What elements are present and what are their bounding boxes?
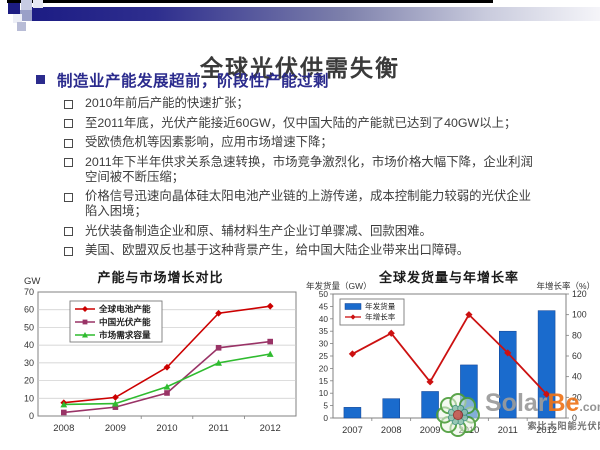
svg-text:2012: 2012	[536, 425, 557, 435]
filled-square-bullet-icon	[36, 75, 45, 84]
header-gradient-bar	[30, 7, 600, 21]
svg-text:年发货量: 年发货量	[365, 301, 396, 311]
hollow-square-bullet-icon	[64, 119, 73, 128]
hollow-square-bullet-icon	[64, 246, 73, 256]
svg-text:80: 80	[572, 330, 582, 340]
sub-bullet-item: 光伏装备制造企业和原、辅材料生产企业订单骤减、回款困难。	[64, 224, 544, 239]
svg-text:全球电池产能: 全球电池产能	[98, 303, 151, 314]
svg-text:20: 20	[319, 363, 329, 373]
svg-text:2011: 2011	[498, 425, 518, 435]
sub-bullet-text: 2011年下半年供求关系急速转换，市场竞争激烈化，市场价格大幅下降，企业利润空间…	[85, 154, 533, 184]
sub-bullet-item: 2011年下半年供求关系急速转换，市场竞争激烈化，市场价格大幅下降，企业利润空间…	[64, 155, 544, 185]
hollow-square-bullet-icon	[64, 192, 73, 202]
right-axis-label: 年增长率（%）	[536, 281, 595, 291]
deco-square-icon	[33, 0, 43, 8]
svg-text:市场需求容量: 市场需求容量	[99, 329, 151, 340]
svg-text:10: 10	[24, 393, 34, 403]
brand-solar-text: Solar	[485, 389, 548, 417]
svg-text:20: 20	[572, 392, 582, 402]
slide-title: 全球光伏供需失衡	[200, 55, 400, 82]
svg-text:10: 10	[319, 388, 329, 398]
sub-bullet-item: 至2011年底，光伏产能接近60GW，仅中国大陆的产能就已达到了40GW以上；	[64, 116, 544, 131]
deco-square-icon	[8, 3, 20, 14]
svg-text:60: 60	[572, 351, 582, 361]
sub-bullet-text: 至2011年底，光伏产能接近60GW，仅中国大陆的产能就已达到了40GW以上；	[85, 115, 517, 130]
svg-text:60: 60	[24, 305, 34, 315]
svg-text:2009: 2009	[420, 425, 441, 435]
sub-bullet-item: 2010年前后产能的快速扩张；	[64, 96, 544, 111]
svg-text:50: 50	[24, 322, 34, 332]
svg-text:2007: 2007	[342, 425, 363, 435]
sub-bullet-list: 2010年前后产能的快速扩张； 至2011年底，光伏产能接近60GW，仅中国大陆…	[64, 96, 544, 263]
brand-com-text: .com	[579, 400, 600, 414]
sub-bullet-item: 美国、欧盟双反也基于这种背景产生，给中国大陆企业带来出口障碍。	[64, 243, 544, 258]
svg-text:25: 25	[319, 351, 329, 361]
hollow-square-bullet-icon	[64, 227, 73, 236]
hollow-square-bullet-icon	[64, 158, 73, 167]
svg-text:0: 0	[572, 413, 577, 423]
deco-square-icon	[13, 14, 22, 23]
svg-text:5: 5	[323, 401, 328, 411]
svg-text:120: 120	[572, 289, 587, 299]
svg-text:50: 50	[319, 289, 329, 299]
brand-tagline: 索比太阳能光伏网	[527, 421, 600, 431]
sub-bullet-text: 光伏装备制造企业和原、辅材料生产企业订单骤减、回款困难。	[85, 223, 432, 238]
svg-text:GW: GW	[24, 276, 40, 287]
svg-text:2010: 2010	[156, 423, 177, 434]
svg-text:15: 15	[319, 376, 329, 386]
deco-square-icon	[21, 0, 32, 10]
svg-text:45: 45	[319, 301, 329, 311]
svg-text:40: 40	[572, 372, 582, 382]
sub-bullet-text: 受欧债危机等因素影响，应用市场增速下降；	[85, 135, 333, 149]
solarbe-watermark: SolarBe.com 索比太阳能光伏网	[433, 388, 600, 448]
main-bullet: 制造业产能发展超前，阶段性产能过剩	[36, 69, 329, 91]
sub-bullet-text: 价格信号迅速向晶体硅太阳电池产业链的上游传递，成本控制能力较弱的光伏企业陷入困境…	[85, 189, 532, 218]
svg-text:40: 40	[319, 314, 329, 324]
svg-text:0: 0	[323, 413, 328, 423]
svg-text:2009: 2009	[105, 423, 126, 434]
svg-text:100: 100	[572, 310, 587, 320]
hollow-square-bullet-icon	[64, 138, 73, 148]
shipments-chart-title: 全球发货量与年增长率	[378, 270, 519, 285]
svg-text:70: 70	[24, 287, 34, 297]
capacity-chart-title: 产能与市场增长对比	[97, 270, 224, 285]
sub-bullet-text: 2010年前后产能的快速扩张；	[85, 96, 249, 110]
svg-text:40: 40	[24, 340, 34, 350]
sub-bullet-item: 价格信号迅速向晶体硅太阳电池产业链的上游传递，成本控制能力较弱的光伏企业陷入困境…	[64, 189, 544, 219]
deco-square-icon	[17, 22, 26, 31]
brand-be-text: Be	[547, 389, 580, 417]
hollow-square-bullet-icon	[64, 99, 73, 109]
svg-text:35: 35	[319, 326, 329, 336]
svg-text:2008: 2008	[381, 425, 402, 435]
svg-text:2011: 2011	[208, 423, 228, 434]
flower-logo-icon	[436, 393, 480, 437]
solarbe-brand: SolarBe.com 索比太阳能光伏网	[485, 388, 600, 432]
left-axis-label: 年发货量（GW）	[306, 281, 372, 291]
sub-bullet-item: 受欧债危机等因素影响，应用市场增速下降；	[64, 135, 544, 150]
svg-text:中国光伏产能: 中国光伏产能	[99, 316, 151, 327]
svg-text:0: 0	[29, 411, 34, 421]
top-black-strip	[7, 0, 493, 3]
svg-text:年增长率: 年增长率	[365, 312, 396, 322]
svg-text:20: 20	[24, 376, 34, 386]
svg-text:2008: 2008	[53, 423, 74, 434]
main-bullet-text: 制造业产能发展超前，阶段性产能过剩	[57, 73, 330, 90]
svg-text:2012: 2012	[260, 423, 281, 434]
deco-square-icon	[20, 10, 32, 21]
svg-text:30: 30	[24, 358, 34, 368]
sub-bullet-text: 美国、欧盟双反也基于这种背景产生，给中国大陆企业带来出口障碍。	[85, 243, 470, 257]
svg-text:30: 30	[319, 339, 329, 349]
